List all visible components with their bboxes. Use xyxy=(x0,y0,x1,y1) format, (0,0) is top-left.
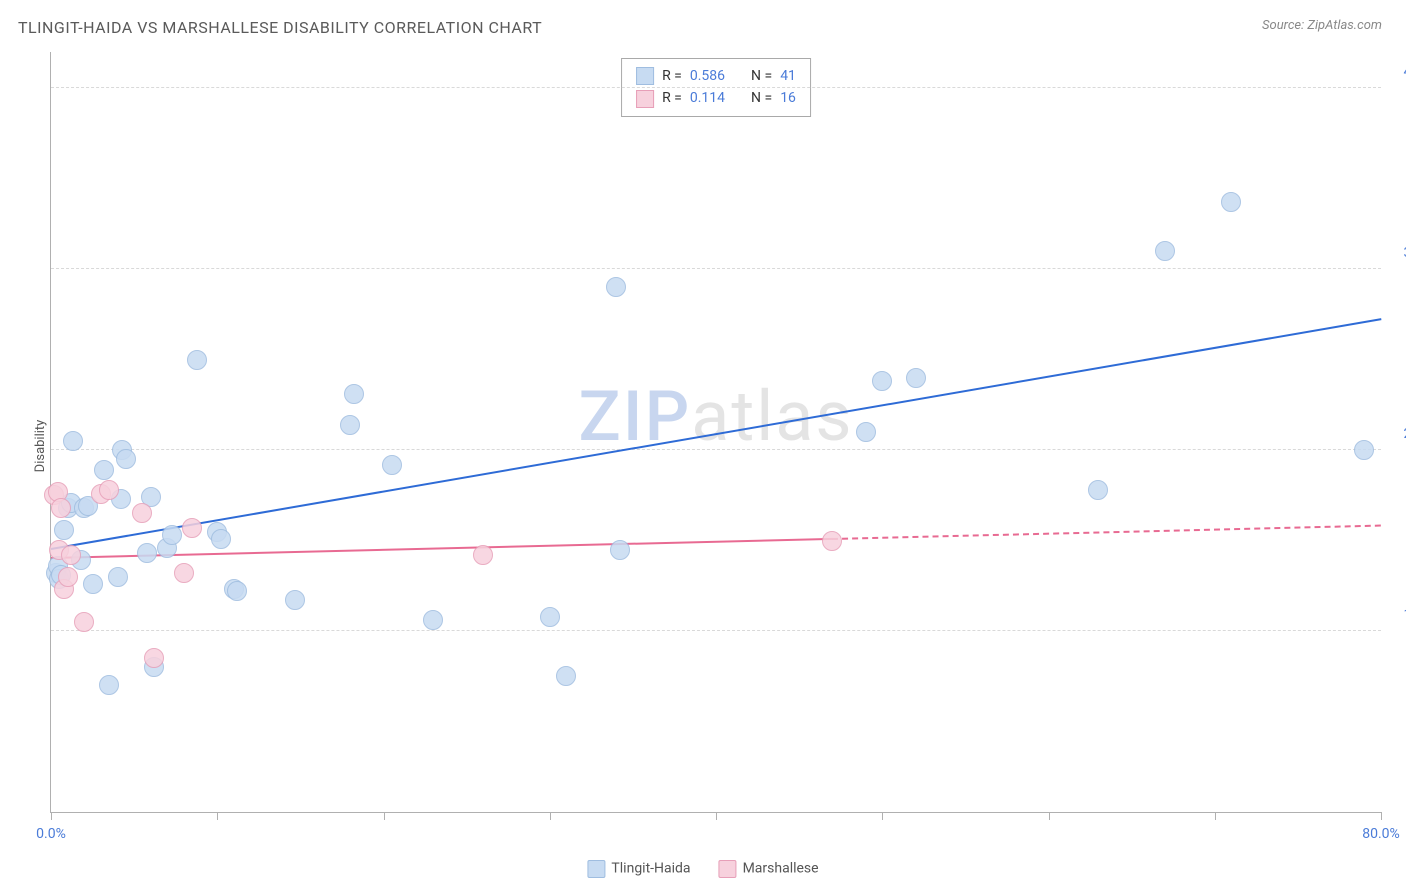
data-point xyxy=(51,498,71,518)
grid-line xyxy=(51,87,1381,88)
data-point xyxy=(144,648,164,668)
data-point xyxy=(54,520,74,540)
x-tick xyxy=(550,812,551,820)
regression-line xyxy=(832,524,1381,539)
data-point xyxy=(906,368,926,388)
grid-line xyxy=(51,630,1381,631)
data-point xyxy=(822,531,842,551)
data-point xyxy=(187,350,207,370)
x-tick xyxy=(1381,812,1382,820)
data-point xyxy=(58,567,78,587)
data-point xyxy=(99,480,119,500)
x-tick xyxy=(1215,812,1216,820)
legend-row: R = 0.586 N = 41 xyxy=(636,65,796,87)
data-point xyxy=(556,666,576,686)
legend-n-value: 16 xyxy=(780,87,796,109)
legend-r-value: 0.114 xyxy=(690,87,725,109)
y-axis-label: Disability xyxy=(33,420,48,473)
data-point xyxy=(108,567,128,587)
x-tick xyxy=(1049,812,1050,820)
data-point xyxy=(61,545,81,565)
legend-n-label: N = xyxy=(751,87,772,109)
plot-area: ZIPatlas R =0.586N =41R =0.114N =16 10.0… xyxy=(50,52,1381,813)
data-point xyxy=(1354,440,1374,460)
legend-n-label: N = xyxy=(751,65,772,87)
data-point xyxy=(856,422,876,442)
legend-label: Marshallese xyxy=(743,861,819,877)
regression-line xyxy=(51,318,1381,550)
x-tick xyxy=(51,812,52,820)
legend-series: Tlingit-Haida Marshallese xyxy=(587,860,818,878)
data-point xyxy=(83,574,103,594)
legend-label: Tlingit-Haida xyxy=(611,861,690,877)
legend-r-value: 0.586 xyxy=(690,65,725,87)
chart-title: TLINGIT-HAIDA VS MARSHALLESE DISABILITY … xyxy=(18,18,542,37)
legend-n-value: 41 xyxy=(780,65,796,87)
data-point xyxy=(285,590,305,610)
data-point xyxy=(227,581,247,601)
x-tick xyxy=(882,812,883,820)
data-point xyxy=(137,543,157,563)
data-point xyxy=(1088,480,1108,500)
data-point xyxy=(182,518,202,538)
legend-r-label: R = xyxy=(662,65,682,87)
legend-item: Tlingit-Haida xyxy=(587,860,690,878)
data-point xyxy=(344,384,364,404)
data-point xyxy=(94,460,114,480)
data-point xyxy=(423,610,443,630)
data-point xyxy=(63,431,83,451)
legend-r-label: R = xyxy=(662,87,682,109)
data-point xyxy=(99,675,119,695)
legend-row: R = 0.114 N = 16 xyxy=(636,87,796,109)
data-point xyxy=(74,612,94,632)
data-point xyxy=(162,525,182,545)
legend-swatch xyxy=(587,860,605,878)
data-point xyxy=(606,277,626,297)
legend-swatch xyxy=(636,67,654,85)
data-point xyxy=(340,415,360,435)
data-point xyxy=(540,607,560,627)
data-point xyxy=(116,449,136,469)
chart-container: TLINGIT-HAIDA VS MARSHALLESE DISABILITY … xyxy=(0,0,1406,892)
x-tick-label: 0.0% xyxy=(36,826,66,842)
legend-swatch xyxy=(719,860,737,878)
data-point xyxy=(174,563,194,583)
data-point xyxy=(1221,192,1241,212)
source-label: Source: ZipAtlas.com xyxy=(1262,18,1382,33)
x-tick xyxy=(217,812,218,820)
data-point xyxy=(610,540,630,560)
data-point xyxy=(211,529,231,549)
grid-line xyxy=(51,449,1381,450)
data-point xyxy=(132,503,152,523)
x-tick-label: 80.0% xyxy=(1362,826,1400,842)
data-point xyxy=(1155,241,1175,261)
legend-item: Marshallese xyxy=(719,860,819,878)
data-point xyxy=(872,371,892,391)
legend-swatch xyxy=(636,90,654,108)
data-point xyxy=(382,455,402,475)
x-tick xyxy=(716,812,717,820)
data-point xyxy=(473,545,493,565)
x-tick xyxy=(384,812,385,820)
grid-line xyxy=(51,268,1381,269)
